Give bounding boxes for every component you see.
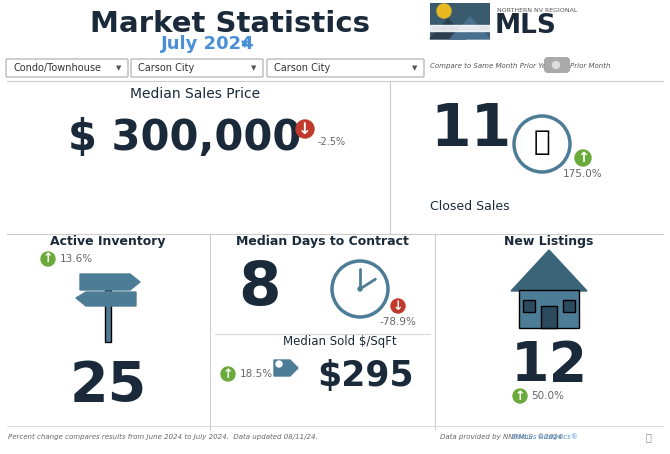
Text: Data provided by NNRMLS. ©2024: Data provided by NNRMLS. ©2024: [440, 434, 565, 440]
Polygon shape: [76, 292, 136, 306]
Text: ↑: ↑: [515, 390, 525, 403]
Text: ▼: ▼: [251, 65, 256, 71]
Text: 11: 11: [430, 100, 511, 158]
FancyBboxPatch shape: [563, 300, 575, 312]
Text: Median Sales Price: Median Sales Price: [130, 87, 260, 101]
Circle shape: [41, 252, 55, 266]
Polygon shape: [450, 17, 490, 39]
Circle shape: [276, 361, 282, 367]
FancyBboxPatch shape: [6, 59, 128, 77]
Text: Prior Month: Prior Month: [570, 63, 610, 69]
Polygon shape: [274, 360, 298, 376]
Text: ↓: ↓: [393, 300, 403, 312]
FancyBboxPatch shape: [519, 290, 579, 328]
Text: Domus Analytics®: Domus Analytics®: [512, 434, 578, 440]
Text: -78.9%: -78.9%: [380, 317, 417, 327]
FancyBboxPatch shape: [105, 290, 111, 342]
Polygon shape: [430, 25, 490, 31]
Text: Carson City: Carson City: [138, 63, 194, 73]
Text: Condo/Townhouse: Condo/Townhouse: [13, 63, 101, 73]
Text: -2.5%: -2.5%: [318, 137, 346, 147]
Text: ↑: ↑: [43, 252, 54, 266]
FancyBboxPatch shape: [267, 59, 424, 77]
Text: Closed Sales: Closed Sales: [430, 199, 510, 212]
Text: 25: 25: [70, 359, 147, 413]
Circle shape: [358, 287, 362, 291]
FancyBboxPatch shape: [523, 300, 535, 312]
Circle shape: [391, 299, 405, 313]
Text: MLS: MLS: [495, 13, 557, 39]
Text: 18.5%: 18.5%: [240, 369, 273, 379]
Text: Market Statistics: Market Statistics: [90, 10, 370, 38]
FancyBboxPatch shape: [131, 59, 263, 77]
Text: Median Days to Contract: Median Days to Contract: [236, 235, 409, 247]
FancyBboxPatch shape: [541, 306, 557, 328]
Circle shape: [575, 150, 591, 166]
Text: ↑: ↑: [222, 367, 233, 380]
Text: ↑: ↑: [577, 151, 589, 165]
Circle shape: [513, 389, 527, 403]
Text: Percent change compares results from June 2024 to July 2024.  Data updated 08/11: Percent change compares results from Jun…: [8, 434, 318, 440]
Circle shape: [553, 61, 559, 69]
Circle shape: [221, 367, 235, 381]
Text: Median Sold $/SqFt: Median Sold $/SqFt: [283, 335, 397, 347]
Circle shape: [437, 4, 451, 18]
Polygon shape: [80, 274, 140, 290]
Text: New Listings: New Listings: [505, 235, 594, 247]
Text: ▼: ▼: [241, 39, 249, 49]
Polygon shape: [430, 19, 466, 39]
FancyBboxPatch shape: [545, 58, 570, 73]
Circle shape: [296, 120, 314, 138]
Text: 8: 8: [239, 260, 281, 319]
Text: $ 300,000: $ 300,000: [68, 117, 302, 159]
Polygon shape: [511, 250, 587, 291]
Text: 175.0%: 175.0%: [563, 169, 603, 179]
Text: $295: $295: [317, 359, 413, 393]
Text: 🤝: 🤝: [534, 128, 550, 156]
Text: ▼: ▼: [116, 65, 121, 71]
Text: July 2024: July 2024: [161, 35, 255, 53]
Text: 12: 12: [511, 339, 588, 393]
Text: ⎙: ⎙: [645, 432, 651, 442]
FancyBboxPatch shape: [430, 3, 490, 39]
Text: Active Inventory: Active Inventory: [50, 235, 165, 247]
Text: NORTHERN NV REGIONAL: NORTHERN NV REGIONAL: [497, 9, 578, 14]
Text: ↓: ↓: [298, 122, 312, 137]
Text: ▼: ▼: [411, 65, 417, 71]
Circle shape: [332, 261, 388, 317]
Text: 50.0%: 50.0%: [531, 391, 564, 401]
Text: Compare to Same Month Prior Year: Compare to Same Month Prior Year: [430, 63, 553, 69]
Text: Carson City: Carson City: [274, 63, 330, 73]
Text: 13.6%: 13.6%: [60, 254, 93, 264]
